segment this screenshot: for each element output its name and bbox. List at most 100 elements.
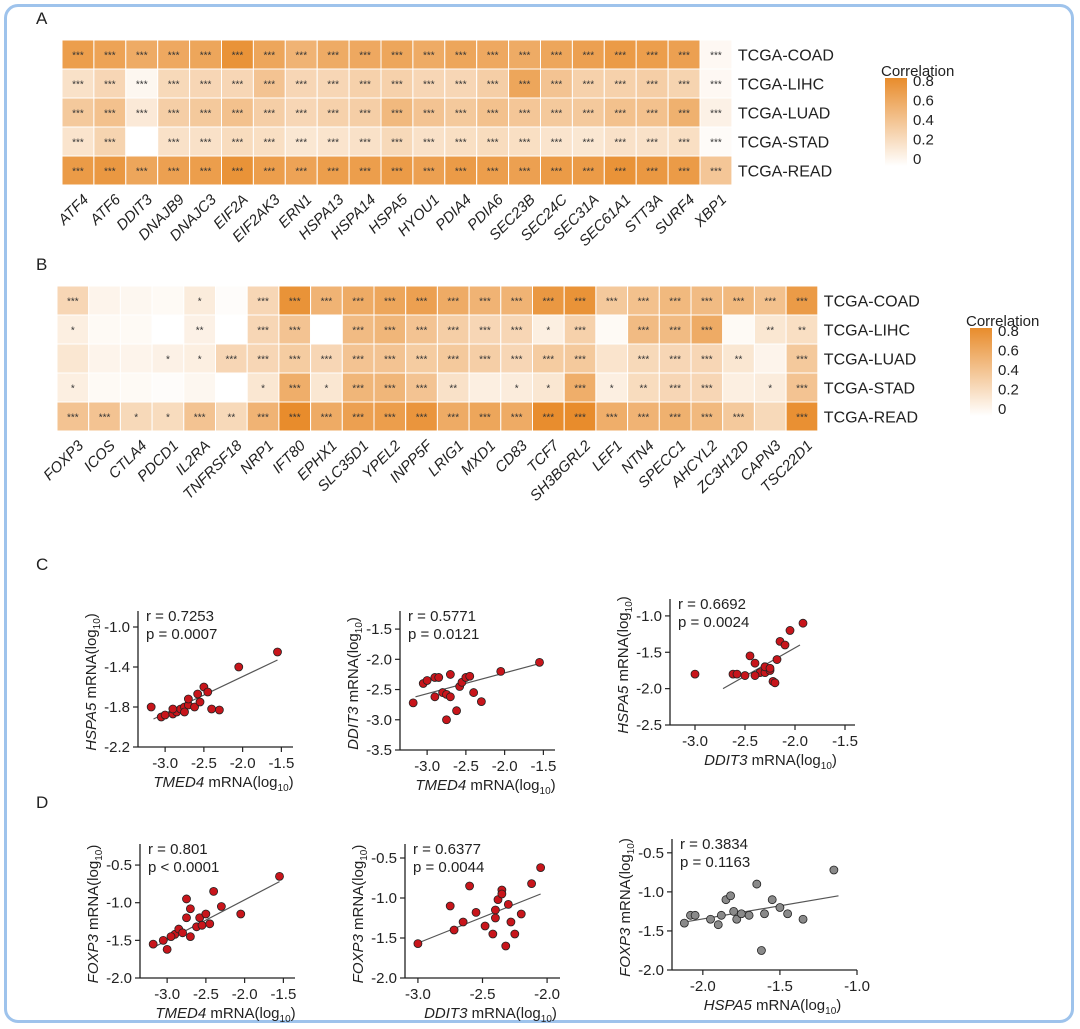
significance-stars: *** [511,355,523,366]
significance-stars: *** [352,384,364,395]
significance-stars: *** [614,109,626,120]
heatmap-cell [667,155,701,186]
heatmap-cell [627,372,660,403]
heatmap-cell [119,372,153,403]
significance-stars: *** [359,109,371,120]
significance-stars: *** [487,109,499,120]
data-point [496,667,506,676]
y-tick-label: -3.0 [366,712,392,729]
heatmap-cell [183,372,217,403]
significance-stars: *** [701,326,713,337]
data-point [160,710,170,720]
x-label-close: ) [832,752,837,769]
heatmap-A: A*** *** *** *** *** *** *** *** *** *** *** *** ***… [36,9,954,250]
significance-stars: *** [519,80,531,91]
heatmap-cell [436,372,470,403]
heatmap-cell [316,97,350,128]
heatmap-cell [341,314,375,345]
x-axis-label: DDIT3 mRNA(log10) [704,752,837,772]
significance-stars: *** [487,80,499,91]
significance-stars: *** [264,80,276,91]
heatmap-cell [405,314,438,345]
heatmap-cell [436,285,470,316]
significance-stars: *** [511,413,523,424]
row-label: TCGA-LUAD [824,352,916,369]
data-point [205,919,215,929]
data-point [690,910,700,920]
x-label-gene: TMED4 [415,777,466,794]
data-point [214,705,224,715]
heatmap-cell [785,401,819,432]
significance-stars: *** [519,109,531,120]
y-label-subscript: 10 [94,849,105,861]
significance-stars: *** [168,80,180,91]
x-label-subscript: 10 [278,783,290,794]
data-point [465,671,475,681]
significance-stars: *** [646,167,658,178]
data-point [178,928,188,938]
y-label-text: mRNA(log [85,861,102,934]
y-tick-label: -2.0 [366,651,392,668]
heatmap-cell [157,126,191,157]
significance-stars: *** [384,297,396,308]
y-axis-label: DDIT3 mRNA(log10) [345,617,365,750]
significance-stars: *** [416,355,428,366]
heatmap-cell [252,39,286,70]
scatter-D1: D -2.0 -1.5 -1.0 -0.5 -3.0 -2.5 -2.0 -1.5 TMED4 m… [36,793,296,1025]
x-label-text: mRNA(log [467,1005,540,1022]
significance-stars: *** [384,384,396,395]
heatmap-cell [476,97,510,128]
heatmap-cell [373,343,407,374]
significance-stars: *** [327,167,339,178]
y-label-gene: HSPA5 [83,702,100,751]
significance-stars: *** [551,167,563,178]
heatmap-cell [500,314,533,345]
data-point [201,909,211,919]
stat-p: p = 0.0007 [146,626,217,643]
x-tick-label: -2.0 [230,755,256,772]
heatmap-cell [125,155,159,186]
row-label: TCGA-COAD [738,48,834,65]
heatmap-cell [61,68,95,99]
row-label: TCGA-READ [824,410,918,427]
significance-stars: *** [447,297,459,308]
significance-stars: *** [327,80,339,91]
y-label-close: ) [350,845,367,850]
significance-stars: *** [168,167,180,178]
data-point [452,706,461,716]
heatmap-cell [508,126,542,157]
significance-stars: ** [449,384,457,395]
heatmap-cell [563,314,597,345]
data-point [726,891,735,901]
significance-stars: * [71,326,75,337]
significance-stars: *** [646,80,658,91]
significance-stars: *** [764,297,776,308]
heatmap-cell [151,285,185,316]
data-point [536,863,546,872]
heatmap-cell [310,314,343,345]
heatmap-cell [380,97,414,128]
significance-stars: *** [327,109,339,120]
stat-p: p = 0.1163 [680,854,750,871]
x-label-gene: TMED4 [155,1005,206,1022]
scatter-C3: -2.5 -2.0 -1.5 -1.0 -3.0 -2.5 -2.0 -1.5 DDIT3 mR… [615,596,858,772]
significance-stars: *** [327,51,339,62]
data-point [273,647,282,657]
significance-stars: *** [669,326,681,337]
heatmap-cell [468,401,502,432]
heatmap-cell [785,372,819,403]
legend-tick: 0.6 [998,343,1019,360]
y-tick-label: -0.5 [638,845,664,862]
heatmap-cell [699,155,733,186]
significance-stars: *** [232,109,244,120]
heatmap-cell [341,343,375,374]
x-tick-label: -3.0 [682,733,708,750]
significance-stars: *** [646,109,658,120]
data-point [744,910,754,920]
significance-stars: *** [455,109,467,120]
significance-stars: *** [289,355,301,366]
significance-stars: *** [359,80,371,91]
significance-stars: *** [295,80,307,91]
significance-stars: *** [551,80,563,91]
significance-stars: *** [796,413,808,424]
